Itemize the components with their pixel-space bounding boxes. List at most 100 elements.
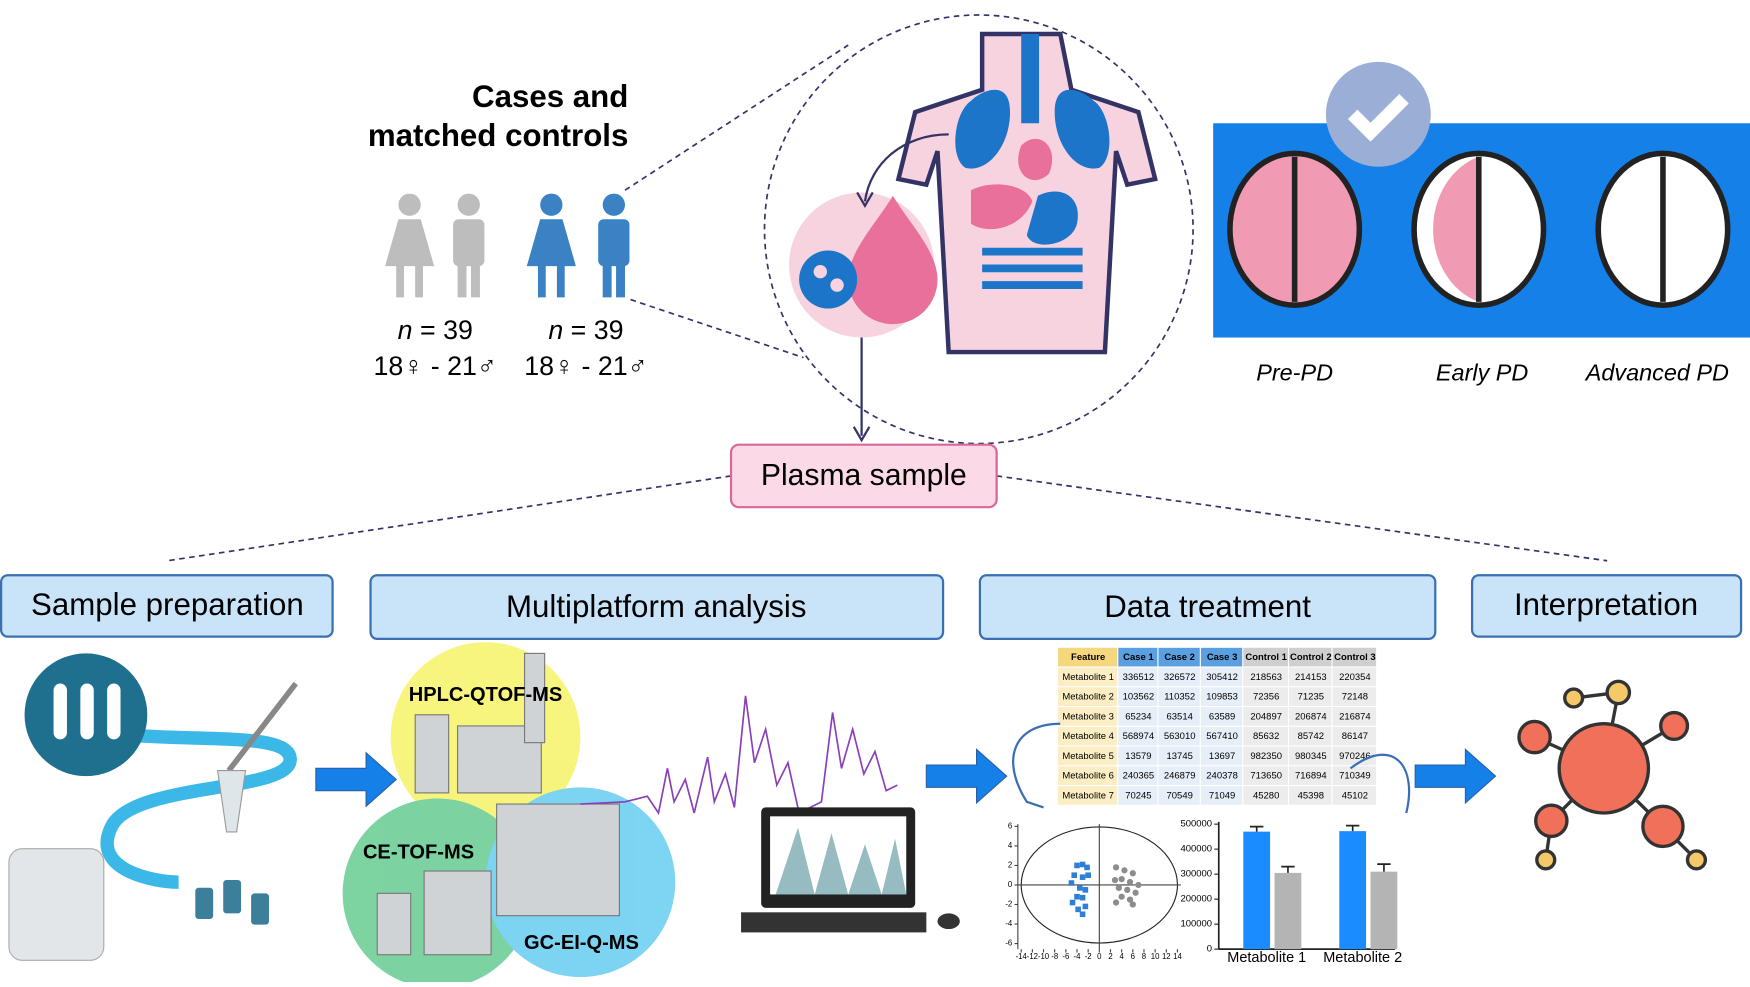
cell	[1200, 766, 1243, 785]
cell-text: 206874	[1295, 711, 1327, 722]
y-tick-label: 300000	[1180, 869, 1212, 880]
cell-text: 305412	[1206, 672, 1238, 683]
header-cell	[1289, 647, 1332, 667]
score-point	[1069, 899, 1076, 906]
y-tick-label: 200000	[1180, 894, 1212, 905]
cell	[1332, 687, 1377, 706]
cell	[1332, 707, 1377, 726]
x-tick-label: 0	[1097, 952, 1102, 961]
x-tick-label: 8	[1142, 952, 1146, 961]
cell-text: 204897	[1250, 711, 1282, 722]
x-tick-label: -4	[1074, 952, 1082, 961]
score-point	[1074, 893, 1080, 900]
cell	[1289, 687, 1332, 706]
error-bar	[1345, 824, 1360, 832]
cell-text: 70549	[1167, 790, 1193, 801]
cell-text: Metabolite 4	[1062, 731, 1114, 742]
cell-text: 563010	[1164, 731, 1196, 742]
cell	[1243, 746, 1288, 766]
cell-text: 336512	[1123, 672, 1155, 683]
header-text: Case 2	[1164, 652, 1195, 663]
x-tick-label: 2	[1108, 952, 1112, 961]
cell-text: 109853	[1206, 692, 1238, 703]
people-icons	[385, 193, 630, 298]
cell	[1118, 707, 1158, 726]
cell-text: 568974	[1123, 731, 1155, 742]
score-point	[1121, 867, 1128, 874]
score-point	[1079, 911, 1086, 918]
step-label: Multiplatform analysis	[506, 589, 806, 624]
cell-text: 218563	[1250, 672, 1282, 683]
x-tick-label: 6	[1131, 952, 1135, 961]
cell-text: 13697	[1209, 751, 1235, 762]
cell-text: 65234	[1125, 711, 1151, 722]
cell	[1158, 707, 1200, 726]
score-point	[1079, 874, 1086, 880]
cell	[1058, 687, 1118, 706]
cell	[1118, 687, 1158, 706]
cell	[1158, 687, 1200, 706]
cell	[1243, 707, 1288, 726]
platform-label: HPLC-QTOF-MS	[409, 684, 563, 706]
x-tick-label: 10	[1151, 952, 1160, 961]
cell-text: 110352	[1164, 692, 1195, 703]
header-text: Case 1	[1123, 652, 1154, 663]
step-label: Sample preparation	[31, 587, 304, 622]
group-sex: 18♀ - 21♂	[524, 351, 647, 381]
score-point	[1085, 872, 1091, 878]
x-tick-label: Metabolite 1	[1227, 950, 1306, 966]
cell	[1058, 707, 1118, 726]
cell-text: 214153	[1295, 672, 1327, 683]
cell	[1289, 667, 1332, 687]
cell	[1289, 786, 1332, 805]
y-tick-label: 100000	[1180, 919, 1212, 930]
x-tick-label: 12	[1162, 952, 1171, 961]
score-point	[1071, 872, 1078, 878]
cell	[1332, 786, 1377, 805]
bar	[1243, 831, 1271, 950]
chromatogram	[580, 695, 898, 816]
y-tick-label: 0	[1008, 880, 1013, 889]
x-tick-label: -2	[1085, 952, 1092, 961]
step-boxes	[0, 574, 1743, 640]
cell-text: 713650	[1250, 771, 1282, 782]
header-text: Control 3	[1334, 652, 1376, 663]
step-label: Interpretation	[1514, 587, 1698, 622]
cell-text: 71235	[1298, 692, 1324, 703]
n-text: = 39	[563, 315, 623, 345]
header-cell	[1118, 647, 1158, 667]
body-illustration	[624, 14, 1194, 445]
y-tick-label: 2	[1008, 861, 1012, 870]
cell-text: Metabolite 5	[1062, 751, 1114, 762]
stage-label: Early PD	[1436, 360, 1528, 386]
score-point	[1129, 870, 1136, 877]
cell	[1058, 786, 1118, 805]
cell-text: 70245	[1125, 790, 1151, 801]
cell	[1158, 667, 1200, 687]
x-tick-label: -8	[1051, 952, 1058, 961]
step-label: Data treatment	[1104, 589, 1311, 624]
score-point	[1115, 884, 1122, 892]
curve-arrow	[1012, 722, 1061, 809]
cell-text: 85742	[1298, 731, 1324, 742]
y-tick-label: 0	[1207, 944, 1212, 955]
cell-text: 982350	[1250, 751, 1282, 762]
cell-text: 86147	[1342, 731, 1368, 742]
cell-text: Metabolite 2	[1062, 692, 1114, 703]
score-point	[1079, 861, 1086, 868]
cell-text: 71049	[1209, 790, 1235, 801]
header-text: Control 2	[1290, 652, 1332, 663]
cell	[1243, 687, 1288, 706]
cell-text: 710349	[1339, 771, 1371, 782]
cell-text: 45102	[1342, 790, 1368, 801]
cell	[1118, 786, 1158, 805]
computer	[741, 807, 960, 933]
instruments	[376, 652, 620, 956]
score-point	[1077, 885, 1083, 891]
y-tick-label: 400000	[1180, 844, 1212, 855]
cell-text: 13579	[1125, 751, 1151, 762]
y-tick-label: -6	[1005, 939, 1012, 948]
n-symbol: n	[398, 315, 413, 345]
